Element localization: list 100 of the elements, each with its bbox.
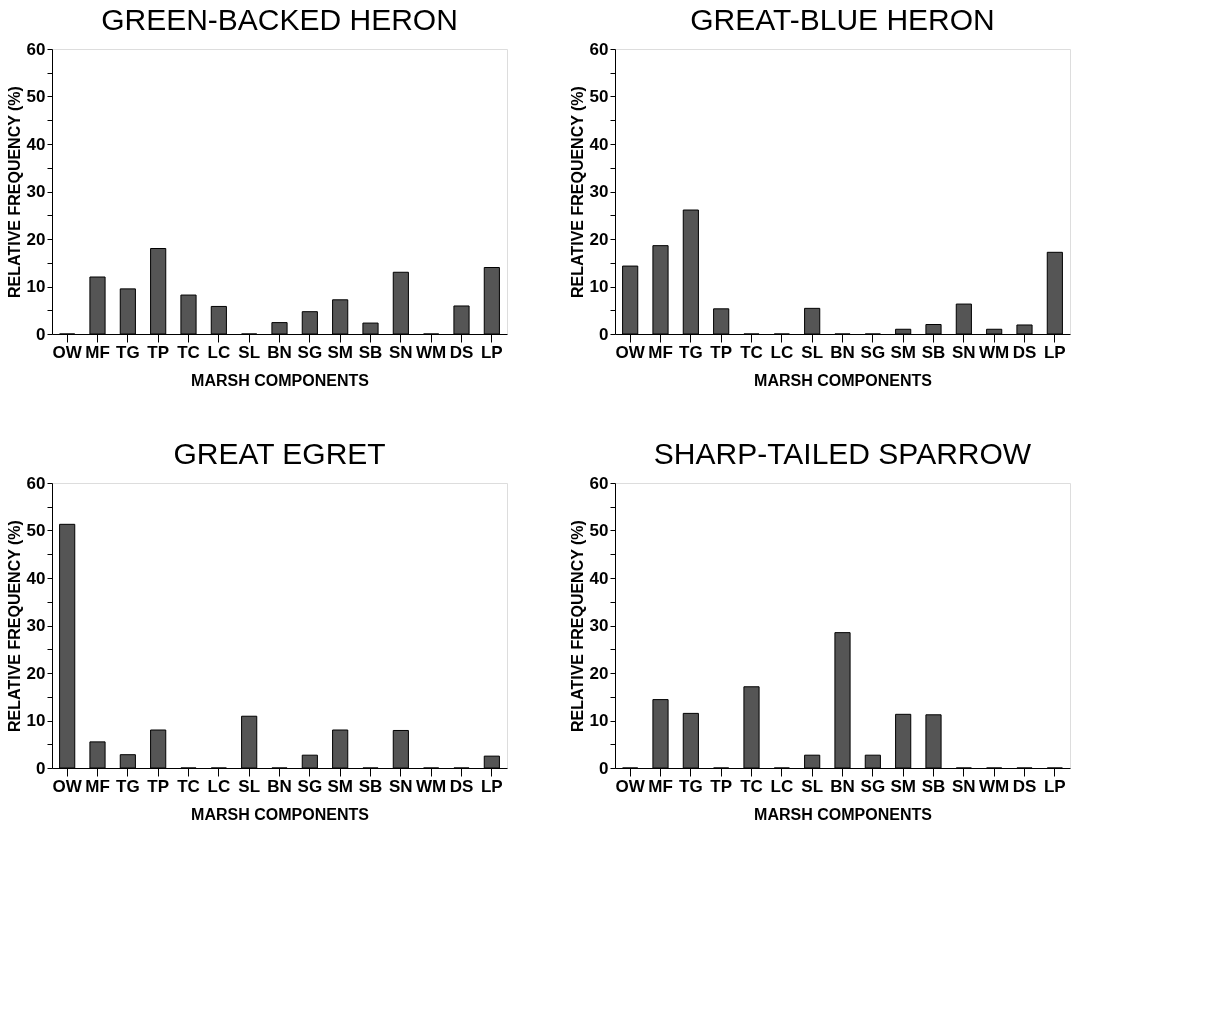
x-tick-label: TG <box>116 342 140 362</box>
y-tick-label: 20 <box>26 663 46 683</box>
x-tick-label: SB <box>358 342 383 362</box>
x-tick-label: BN <box>830 342 855 362</box>
x-tick-label: TC <box>740 776 763 796</box>
x-tick-label: SN <box>952 776 976 796</box>
x-tick-label: SG <box>297 776 323 796</box>
y-tick-label: 50 <box>26 521 46 540</box>
y-tick-label: 30 <box>26 182 46 201</box>
x-tick-label: LC <box>207 776 231 796</box>
chart-title: GREAT EGRET <box>173 437 386 470</box>
x-tick-label: TP <box>710 342 733 362</box>
x-tick-label: OW <box>615 776 646 796</box>
x-axis-title: MARSH COMPONENTS <box>191 805 370 823</box>
y-tick-label: 60 <box>589 39 609 59</box>
y-tick-label: 10 <box>26 711 46 730</box>
x-tick-label: MF <box>85 342 110 362</box>
x-tick-label: TP <box>147 342 170 362</box>
x-tick-label: SM <box>890 776 916 796</box>
y-tick-label: 10 <box>589 277 609 296</box>
x-tick-label: MF <box>648 342 673 362</box>
y-tick-label: 50 <box>589 521 609 540</box>
x-tick-label: SN <box>952 342 976 362</box>
y-axis-title: RELATIVE FREQUENCY (%) <box>568 86 586 298</box>
y-tick-label: 40 <box>589 568 609 588</box>
x-tick-label: LP <box>1043 342 1066 362</box>
y-tick-label: 60 <box>589 473 609 493</box>
y-tick-label: 0 <box>36 324 46 344</box>
x-tick-label: WM <box>979 776 1010 796</box>
x-tick-label: OW <box>52 342 83 362</box>
x-tick-label: SB <box>358 776 383 796</box>
y-tick-label: 60 <box>26 39 46 59</box>
x-tick-label: BN <box>267 342 292 362</box>
y-tick-label: 60 <box>26 473 46 493</box>
y-tick-label: 30 <box>26 616 46 635</box>
x-tick-label: TG <box>679 776 703 796</box>
x-tick-label: SG <box>860 342 886 362</box>
x-tick-label: LP <box>480 776 503 796</box>
y-axis-title: RELATIVE FREQUENCY (%) <box>5 520 23 732</box>
x-tick-label: LC <box>770 776 794 796</box>
x-tick-label: SN <box>389 776 413 796</box>
x-tick-label: LP <box>480 342 503 362</box>
chart-title: GREEN-BACKED HERON <box>101 3 458 36</box>
x-tick-label: WM <box>416 776 447 796</box>
x-tick-label: SB <box>921 342 946 362</box>
y-tick-label: 40 <box>26 134 46 154</box>
x-tick-label: DS <box>449 776 474 796</box>
x-tick-label: LC <box>770 342 794 362</box>
y-tick-label: 40 <box>26 568 46 588</box>
y-tick-label: 30 <box>589 616 609 635</box>
y-tick-label: 20 <box>589 663 609 683</box>
y-tick-label: 0 <box>599 758 609 778</box>
x-tick-label: TC <box>740 342 763 362</box>
x-tick-label: OW <box>52 776 83 796</box>
x-tick-label: LC <box>207 342 231 362</box>
x-tick-label: SG <box>297 342 323 362</box>
x-tick-label: SN <box>389 342 413 362</box>
x-tick-label: TP <box>710 776 733 796</box>
x-tick-label: TC <box>177 776 200 796</box>
x-tick-label: DS <box>1012 342 1037 362</box>
x-tick-label: OW <box>615 342 646 362</box>
x-tick-label: SL <box>238 342 261 362</box>
y-tick-label: 0 <box>599 324 609 344</box>
x-tick-label: LP <box>1043 776 1066 796</box>
x-tick-label: TG <box>116 776 140 796</box>
x-tick-label: TP <box>147 776 170 796</box>
x-tick-label: BN <box>267 776 292 796</box>
x-tick-label: SM <box>327 776 353 796</box>
x-tick-label: SM <box>890 342 916 362</box>
x-tick-label: WM <box>416 342 447 362</box>
y-axis-title: RELATIVE FREQUENCY (%) <box>568 520 586 732</box>
x-axis-title: MARSH COMPONENTS <box>754 371 933 389</box>
x-tick-label: TG <box>679 342 703 362</box>
y-tick-label: 40 <box>589 134 609 154</box>
x-tick-label: SG <box>860 776 886 796</box>
x-tick-label: BN <box>830 776 855 796</box>
y-tick-label: 20 <box>26 229 46 249</box>
y-tick-label: 50 <box>589 87 609 106</box>
y-tick-label: 50 <box>26 87 46 106</box>
x-tick-label: DS <box>449 342 474 362</box>
y-tick-label: 10 <box>589 711 609 730</box>
x-axis-title: MARSH COMPONENTS <box>754 805 933 823</box>
y-tick-label: 0 <box>36 758 46 778</box>
x-tick-label: DS <box>1012 776 1037 796</box>
y-axis-title: RELATIVE FREQUENCY (%) <box>5 86 23 298</box>
x-tick-label: MF <box>648 776 673 796</box>
x-tick-label: TC <box>177 342 200 362</box>
y-tick-label: 20 <box>589 229 609 249</box>
x-tick-label: SM <box>327 342 353 362</box>
x-tick-label: MF <box>85 776 110 796</box>
y-tick-label: 10 <box>26 277 46 296</box>
x-tick-label: SL <box>238 776 261 796</box>
x-tick-label: SL <box>801 776 824 796</box>
x-tick-label: SB <box>921 776 946 796</box>
x-tick-label: SL <box>801 342 824 362</box>
chart-title: SHARP-TAILED SPARROW <box>653 437 1032 470</box>
x-tick-label: WM <box>979 342 1010 362</box>
y-tick-label: 30 <box>589 182 609 201</box>
x-axis-title: MARSH COMPONENTS <box>191 371 370 389</box>
chart-title: GREAT-BLUE HERON <box>690 3 995 36</box>
